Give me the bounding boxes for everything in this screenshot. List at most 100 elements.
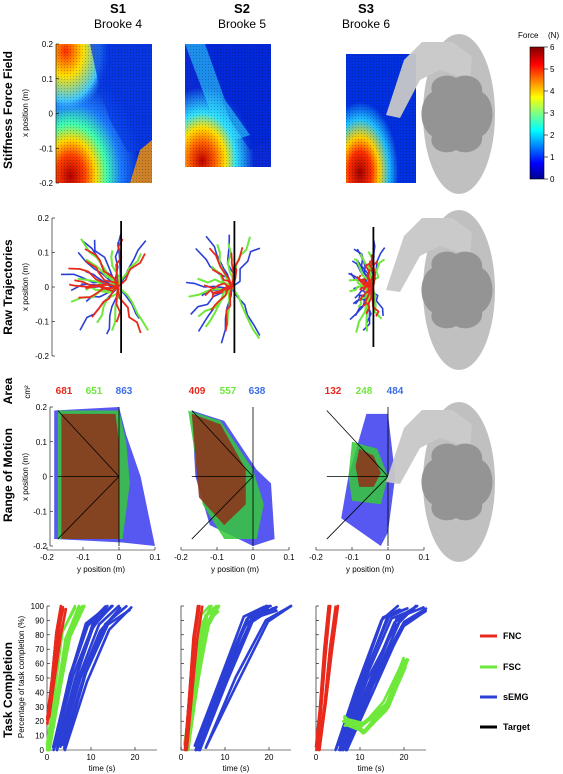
row-titles: Stiffness Force Field Raw Trajectories A… (1, 51, 15, 738)
task-curve-semg (54, 604, 109, 748)
colorbar-tick-label: 6 (550, 43, 555, 52)
xtick-label: 20 (265, 753, 274, 762)
xtick-label: -0.2 (309, 553, 323, 562)
legend-label-target: Target (503, 722, 530, 732)
ytick-label: -0.1 (39, 144, 53, 153)
trajectory-path (357, 286, 373, 308)
task-curve-fsc (185, 604, 218, 750)
ytick-label: -0.1 (33, 507, 47, 516)
heatmap-s1-dots (56, 44, 152, 183)
area-s1-semg: 863 (116, 386, 133, 397)
task-curve-fsc (344, 658, 410, 734)
ytick-label: 100 (31, 602, 45, 611)
trajectory-path (231, 286, 261, 340)
subject-3-name: Brooke 6 (342, 17, 390, 31)
rom-target-line (57, 476, 120, 540)
task-xlabel: time (s) (223, 764, 250, 773)
xtick-label: -0.2 (174, 553, 188, 562)
body-silhouette-traj (386, 210, 495, 370)
subject-1-id: S1 (110, 1, 126, 16)
stiffness-yaxis: 0.2 0.1 0 -0.1 -0.2 x position (m) (21, 40, 59, 188)
task-curve-semg (338, 607, 409, 752)
trajectory-path (224, 286, 233, 332)
trajectory-path (110, 250, 121, 288)
rom-target-line (191, 476, 254, 540)
ytick-label: 0.1 (38, 249, 50, 258)
rom-hull-fnc (355, 448, 381, 487)
body-head (421, 251, 493, 329)
xtick-label: 20 (400, 753, 409, 762)
rom-hull-fnc (191, 413, 246, 526)
task-curve-fsc (186, 610, 220, 748)
xtick-label: 0 (386, 553, 391, 562)
rom-xlabel: y position (m) (211, 565, 259, 574)
ytick-label: -0.1 (35, 318, 49, 327)
task-curve-semg (196, 604, 272, 749)
colorbar-unit: (N) (548, 31, 559, 40)
ytick-label: 0.1 (36, 438, 48, 447)
row-title-range: Range of Motion (1, 428, 15, 522)
legend-label-fsc: FSC (503, 662, 522, 672)
task-curve-semg (198, 609, 278, 752)
task-curve-semg (52, 608, 105, 752)
colorbar-tick-label: 1 (550, 153, 555, 162)
rom-yaxis: 0.2 0.1 0 -0.1 -0.2 x position (m) (21, 403, 53, 551)
colorbar: Force (N) 0 1 2 3 4 5 6 (518, 31, 559, 184)
trajectory-path (84, 248, 119, 288)
ytick-label: 80 (35, 631, 44, 640)
xtick-label: 0.1 (418, 553, 430, 562)
colorbar-gradient (529, 46, 545, 180)
body-nose (422, 108, 432, 120)
task-curve-fnc (184, 610, 200, 752)
trajectory-path (211, 268, 233, 288)
ytick-label: 60 (35, 660, 44, 669)
task-ylabel: Percentage of task completion (%) (17, 616, 26, 739)
rom-ylabel: x position (m) (21, 453, 30, 501)
task-s3: 0 10 20 time (s) (314, 604, 428, 773)
stiffness-yticks: 0.2 0.1 0 -0.1 -0.2 (39, 40, 59, 188)
ytick-label: 0.2 (36, 403, 48, 412)
xtick-label: 0 (179, 753, 184, 762)
rom-s2: -0.2 -0.1 0 0.1 y position (m) (174, 407, 295, 574)
legend-label-fnc: FNC (503, 631, 522, 641)
colorbar-title: Force (518, 31, 539, 40)
colorbar-tick-label: 4 (550, 87, 555, 96)
heatmap-s2-dots (185, 44, 271, 167)
trajectory-path (115, 238, 124, 288)
rom-target-line (326, 410, 389, 477)
rom-target-line (326, 476, 389, 540)
ytick-label: 0.1 (42, 75, 54, 84)
ytick-label: -0.2 (35, 352, 49, 361)
column-headers: S1 Brooke 4 S2 Brooke 5 S3 Brooke 6 (94, 1, 390, 31)
area-s2-semg: 638 (249, 386, 266, 397)
trajectory-path (208, 247, 233, 288)
body-silhouette-stiffness (386, 34, 495, 194)
area-s3-fsc: 248 (356, 386, 373, 397)
trajectory-path (78, 286, 119, 299)
xtick-label: -0.2 (40, 553, 54, 562)
task-curve-fnc (185, 605, 204, 752)
colorbar-tick-label: 3 (550, 109, 555, 118)
xtick-label: -0.1 (210, 553, 224, 562)
xtick-label: 10 (221, 753, 230, 762)
ytick-label: 0 (40, 746, 45, 755)
task-curve-semg (63, 606, 133, 752)
task-curve-semg (341, 604, 417, 749)
ytick-label: 0 (43, 473, 48, 482)
task-xlabel: time (s) (89, 764, 116, 773)
xtick-label: 10 (87, 753, 96, 762)
body-nose (422, 284, 432, 296)
xtick-label: 0 (314, 753, 319, 762)
area-row: cm² 681 651 863 409 557 638 132 248 484 (23, 385, 404, 399)
trajectory-path (197, 277, 233, 288)
task-s1: 0 10 20 30 40 50 60 70 80 90 100 0 10 20 time (s) (31, 602, 157, 773)
ytick-label: 40 (35, 688, 44, 697)
rom-target-line (191, 410, 254, 477)
task-curve-semg (55, 604, 113, 752)
ytick-label: -0.2 (33, 542, 47, 551)
ytick-label: 0.2 (42, 40, 54, 49)
trajectory-path (115, 286, 121, 323)
rom-s1: -0.2 -0.1 0 0.1 y position (m) (40, 407, 161, 574)
row-title-task: Task Completion (1, 642, 15, 738)
area-s3-fnc: 132 (325, 386, 342, 397)
